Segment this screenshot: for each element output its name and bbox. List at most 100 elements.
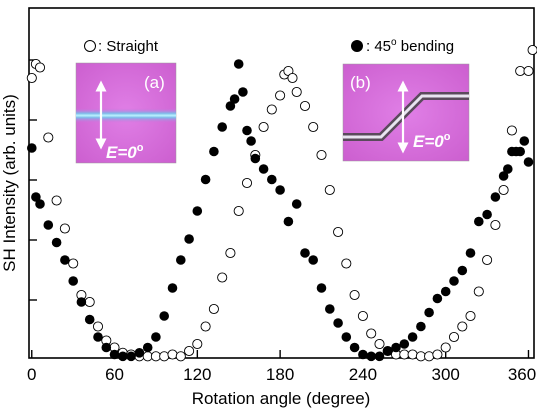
data-point-bending — [316, 283, 327, 293]
x-tick-label: 360 — [508, 365, 536, 384]
data-point-bending — [242, 125, 252, 136]
data-point-bending — [424, 307, 434, 318]
data-point-bending — [474, 216, 484, 227]
data-point-bending — [523, 157, 534, 167]
x-tick-label: 60 — [105, 365, 124, 384]
data-point-bending — [291, 199, 302, 209]
data-point-straight — [167, 349, 178, 360]
series-straight — [26, 44, 537, 362]
x-tick-label: 120 — [183, 365, 211, 384]
data-point-bending — [275, 185, 285, 195]
x-tick-label: 0 — [27, 365, 36, 384]
data-point-bending — [68, 276, 78, 286]
inset-b-field-label: E=0o — [413, 131, 451, 151]
data-point-straight — [523, 65, 534, 77]
data-point-bending — [43, 220, 54, 230]
data-point-straight — [465, 310, 476, 322]
data-point-straight — [192, 338, 203, 350]
data-point-straight — [208, 303, 219, 315]
data-point-bending — [407, 332, 418, 342]
data-point-straight — [43, 132, 54, 143]
x-tick-label: 300 — [432, 365, 460, 384]
data-point-bending — [382, 346, 393, 356]
x-tick-label: 180 — [266, 365, 294, 384]
data-point-straight — [150, 351, 161, 362]
data-point-bending — [440, 286, 451, 297]
y-ticks — [29, 59, 37, 301]
data-point-straight — [233, 205, 244, 217]
data-point-bending — [308, 255, 319, 265]
data-point-bending — [465, 248, 476, 258]
legend-straight: : Straight — [84, 38, 159, 55]
plot-frame — [28, 7, 535, 359]
data-point-straight — [448, 331, 460, 343]
data-point-bending — [27, 143, 37, 153]
data-point-straight — [275, 90, 286, 101]
data-point-bending — [250, 153, 261, 164]
data-point-straight — [299, 100, 311, 112]
data-point-bending — [267, 174, 277, 185]
data-point-bending — [515, 146, 525, 157]
data-point-bending — [391, 342, 401, 353]
data-point-straight — [84, 296, 95, 308]
data-point-straight — [399, 349, 410, 360]
data-point-bending — [482, 209, 492, 220]
data-point-straight — [51, 195, 62, 206]
data-point-straight — [92, 321, 104, 332]
data-point-bending — [246, 136, 256, 146]
data-point-straight — [333, 226, 344, 238]
data-point-bending — [519, 136, 530, 146]
x-tick-labels: 0 60 120 180 240 300 360 — [27, 365, 536, 384]
inset-a-label: (a) — [144, 73, 165, 92]
data-point-bending — [399, 339, 410, 349]
legend-filled-circle-marker — [351, 40, 363, 52]
data-point-bending — [503, 164, 513, 174]
data-point-straight — [324, 184, 335, 196]
data-point-straight — [316, 149, 327, 161]
data-point-straight — [407, 349, 418, 360]
data-point-bending — [51, 237, 62, 248]
data-point-straight — [527, 44, 537, 56]
data-point-straight — [515, 65, 526, 77]
data-point-straight — [225, 247, 236, 259]
data-point-straight — [506, 125, 517, 136]
data-point-bending — [142, 342, 153, 353]
data-point-straight — [490, 219, 501, 231]
data-point-straight — [258, 121, 269, 133]
data-point-bending — [217, 122, 227, 132]
data-point-straight — [374, 338, 385, 350]
data-point-bending — [449, 276, 459, 286]
data-point-straight — [34, 62, 46, 73]
data-point-straight — [357, 310, 368, 322]
data-point-bending — [60, 255, 70, 265]
data-point-straight — [217, 272, 228, 283]
data-point-straight — [457, 321, 468, 332]
data-point-bending — [101, 342, 112, 353]
y-axis-title: SH Intensity (arb. units) — [0, 94, 19, 272]
legend-bending: : 45o bending — [351, 37, 454, 55]
data-point-straight — [159, 351, 170, 362]
data-point-bending — [258, 164, 269, 174]
data-point-bending — [333, 318, 343, 328]
data-point-bending — [192, 206, 203, 216]
data-point-straight — [432, 349, 443, 360]
data-point-bending — [126, 351, 136, 362]
data-point-bending — [134, 348, 145, 358]
inset-a: (a) E=0o — [75, 62, 177, 164]
data-point-straight — [308, 121, 319, 133]
data-point-bending — [76, 297, 87, 307]
data-point-bending — [457, 265, 468, 276]
data-point-bending — [366, 351, 377, 362]
data-point-bending — [358, 349, 368, 360]
data-point-straight — [349, 289, 360, 301]
data-point-bending — [233, 59, 244, 69]
data-point-bending — [93, 332, 103, 342]
data-point-straight — [266, 104, 277, 115]
data-point-straight — [68, 258, 79, 269]
data-point-straight — [59, 223, 70, 234]
x-tick-label: 240 — [349, 365, 377, 384]
data-point-bending — [416, 321, 426, 332]
data-point-bending — [498, 171, 509, 181]
legend-bending-label: : 45o bending — [366, 37, 454, 55]
